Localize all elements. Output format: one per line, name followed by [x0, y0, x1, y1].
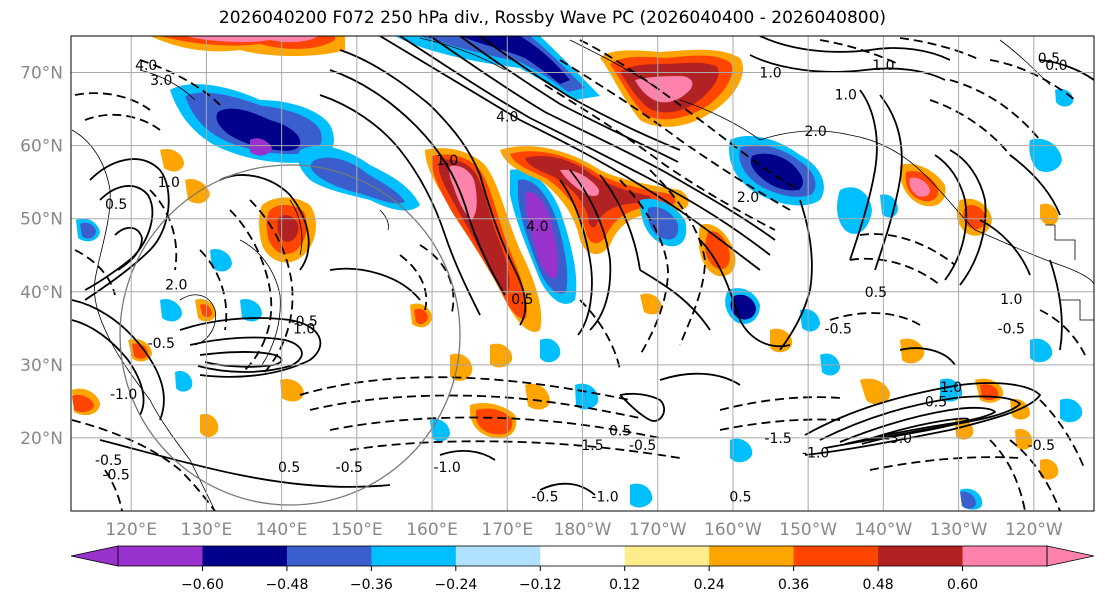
colorbar-tick-label: 0.24: [694, 577, 725, 593]
reference-circle: [119, 164, 461, 506]
contour-label: 2.0: [165, 277, 187, 293]
contour-label: -0.5: [825, 321, 852, 337]
colorbar-segment: [962, 546, 1048, 566]
colorbar-tick-label: 0.36: [778, 577, 809, 593]
colorbar-tick-label: 0.12: [609, 577, 640, 593]
contour-label: -3.0: [885, 431, 912, 447]
colorbar-segment: [624, 546, 710, 566]
colorbar-segment: [202, 546, 288, 566]
contour-label: 4.0: [526, 219, 548, 235]
contour-label: 2.0: [805, 124, 827, 140]
colorbar: [70, 545, 1095, 571]
longitude-label: 150°E: [331, 520, 383, 540]
contour-label: 0.5: [1038, 51, 1060, 67]
latitude-label: 40°N: [20, 283, 63, 303]
contour-label: -1.0: [802, 446, 829, 462]
contour-label: 1.0: [158, 175, 180, 191]
contour-label: -0.5: [998, 321, 1025, 337]
contour-label: -0.5: [336, 460, 363, 476]
map-title: 2026040200 F072 250 hPa div., Rossby Wav…: [218, 8, 887, 28]
colorbar-tick-label: −0.24: [434, 577, 477, 593]
latitude-label: 50°N: [20, 210, 63, 230]
colorbar-tick-labels: −0.60 −0.48 −0.36 −0.24 −0.12 0.12 0.24 0.36 0.4…: [181, 577, 978, 593]
contour-label: 0.5: [609, 424, 631, 440]
coastlines: [71, 37, 1094, 511]
contour-label: -1.0: [433, 460, 460, 476]
contour-label: -0.5: [95, 453, 122, 469]
longitude-label: 140°E: [256, 520, 308, 540]
contour-label: 2.0: [737, 190, 759, 206]
colorbar-extend-high: [1046, 545, 1095, 567]
colorbar-segment: [709, 546, 795, 566]
contour-labels: 4.03.04.01.04.02.01.01.00.5 1.0-0.50.5-0.…: [95, 51, 1068, 505]
contour-label: -0.5: [629, 438, 656, 454]
contour-label: -0.5: [102, 467, 129, 483]
contour-label: 0.5: [925, 394, 947, 410]
contour-label: 0.5: [278, 460, 300, 476]
contour-label: -1.5: [576, 438, 603, 454]
contour-label: 0.5: [511, 292, 533, 308]
colorbar-tick-label: −0.36: [350, 577, 393, 593]
map-panel: 4.03.04.01.04.02.01.01.00.5 1.0-0.50.5-0.…: [71, 36, 1094, 511]
contour-label: 1.0: [436, 153, 458, 169]
longitude-label: 120°W: [1005, 520, 1063, 540]
colorbar-segment: [540, 546, 626, 566]
contour-label: -1.0: [591, 489, 618, 505]
contour-label: 0.5: [105, 197, 127, 213]
contour-label: 1.0: [759, 66, 781, 82]
longitude-label: 130°W: [930, 520, 988, 540]
contour-label: 4.0: [135, 58, 157, 74]
contour-label: 0.5: [729, 489, 751, 505]
longitude-label: 170°E: [481, 520, 533, 540]
contour-label: 1.0: [940, 380, 962, 396]
colorbar-frame: [117, 545, 1048, 567]
colorbar-segment: [286, 546, 372, 566]
colorbar-segment: [793, 546, 879, 566]
contour-label: 1.0: [1000, 292, 1022, 308]
contour-label: 0.5: [865, 285, 887, 301]
contour-label: 3.0: [150, 73, 172, 89]
latitude-label: 70°N: [20, 64, 63, 84]
longitude-label: 170°W: [629, 520, 687, 540]
lat-lon-grid: [71, 36, 1094, 511]
colorbar-segment: [878, 546, 964, 566]
colorbar-tick-label: 0.60: [947, 577, 978, 593]
negative-contours: [71, 37, 1086, 511]
contour-label: -0.5: [531, 489, 558, 505]
latitude-label: 30°N: [20, 356, 63, 376]
colorbar-tick-label: 0.48: [863, 577, 894, 593]
contour-label: 0.0: [1045, 58, 1067, 74]
colorbar-tick-label: −0.12: [519, 577, 562, 593]
colorbar-segment: [455, 546, 541, 566]
latitude-label: 20°N: [20, 429, 63, 449]
longitude-label: 130°E: [181, 520, 233, 540]
longitude-label: 180°W: [554, 520, 612, 540]
colorbar-segment: [371, 546, 457, 566]
contour-label: -1.5: [764, 431, 791, 447]
longitude-label: 160°E: [406, 520, 458, 540]
latitude-labels: 70°N 60°N 50°N 40°N 30°N 20°N: [20, 64, 63, 449]
longitude-label: 140°W: [854, 520, 912, 540]
colorbar-tick-label: −0.48: [265, 577, 308, 593]
longitude-label: 160°W: [704, 520, 762, 540]
longitude-label: 150°W: [779, 520, 837, 540]
contour-label: -1.0: [110, 387, 137, 403]
contour-label: -0.5: [148, 336, 175, 352]
contour-label: 1.0: [872, 58, 894, 74]
longitude-label: 120°E: [105, 520, 157, 540]
map-frame: [70, 35, 1095, 512]
colorbar-segment: [118, 546, 203, 566]
contour-label: 1.0: [293, 321, 315, 337]
contour-label: -0.5: [291, 314, 318, 330]
contour-label: 1.0: [835, 87, 857, 103]
colorbar-extend-low: [70, 545, 119, 567]
longitude-labels: 120°E 130°E 140°E 150°E 160°E 170°E 180°W 170°W…: [105, 520, 1063, 540]
contour-label: 4.0: [496, 109, 518, 125]
contour-label: -0.5: [1028, 438, 1055, 454]
colorbar-tick-label: −0.60: [181, 577, 224, 593]
latitude-label: 60°N: [20, 137, 63, 157]
